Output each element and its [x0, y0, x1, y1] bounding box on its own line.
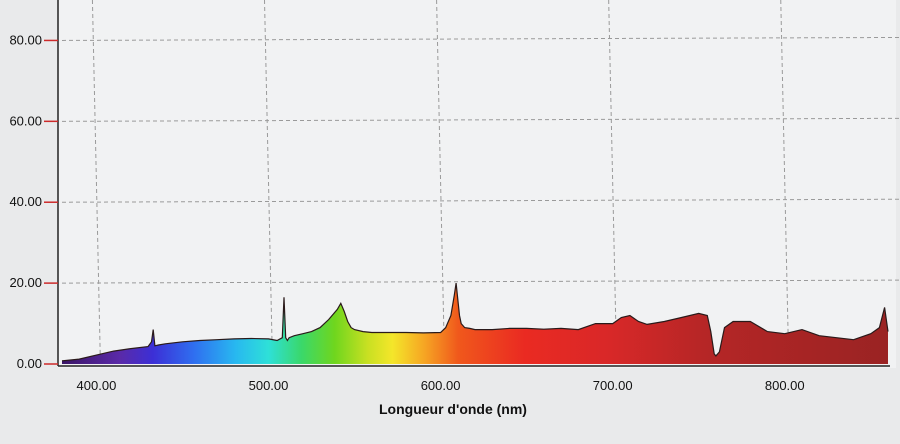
y-tick-label: 20.00	[9, 275, 42, 290]
y-tick-label: 0.00	[17, 356, 42, 371]
x-tick-label: 600.00	[421, 378, 461, 393]
x-tick-label: 700.00	[593, 378, 633, 393]
plot-area	[58, 0, 896, 368]
grid-line-x	[264, 0, 273, 365]
series-layer	[61, 283, 889, 364]
grid-line-x	[436, 0, 446, 365]
x-tick-labels: 400.00 500.00 600.00 700.00 800.00	[77, 378, 805, 393]
spectrum-area	[62, 283, 888, 364]
x-axis-title: Longueur d'onde (nm)	[379, 401, 527, 417]
axes	[57, 0, 890, 367]
grid-line-x	[91, 0, 101, 365]
grid-line-x	[608, 0, 618, 365]
x-tick-label: 800.00	[765, 378, 805, 393]
x-tick-label: 400.00	[77, 378, 117, 393]
y-tick-label: 40.00	[9, 194, 42, 209]
grid	[61, 0, 900, 365]
y-tick-label: 80.00	[9, 32, 42, 47]
y-tick-label: 60.00	[9, 113, 42, 128]
x-tick-label: 500.00	[249, 378, 289, 393]
y-tick-labels: 0.00 20.00 40.00 60.00 80.00	[9, 32, 58, 371]
grid-line-x	[780, 0, 790, 365]
spectrum-line	[61, 283, 889, 362]
